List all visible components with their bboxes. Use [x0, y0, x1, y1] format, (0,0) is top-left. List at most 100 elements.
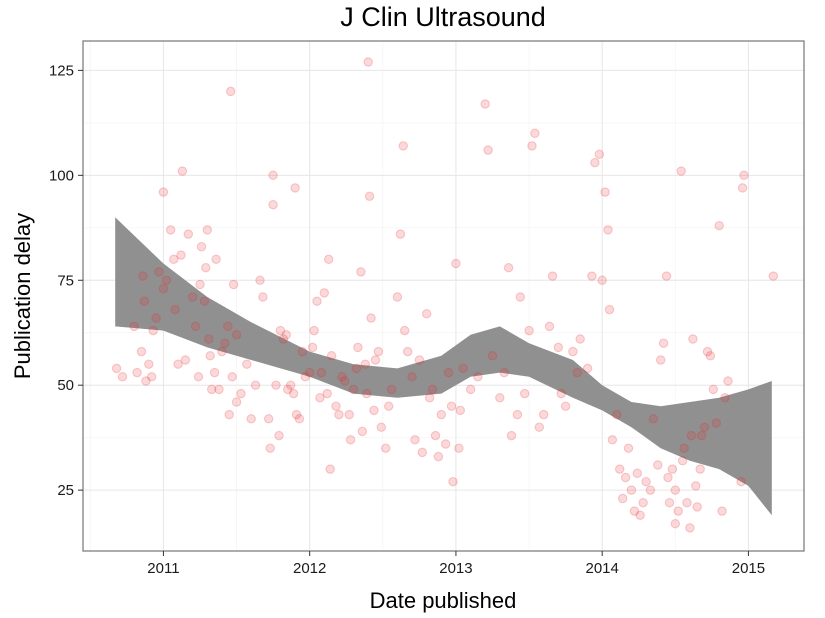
data-point — [661, 271, 672, 281]
data-point — [366, 313, 376, 323]
data-point — [268, 170, 278, 181]
data-point — [686, 430, 697, 441]
data-point — [667, 464, 678, 474]
data-point — [717, 506, 727, 516]
data-point — [177, 166, 188, 176]
data-point — [300, 372, 311, 382]
data-point — [250, 380, 261, 390]
data-point — [141, 376, 151, 386]
y-tick-label: 25 — [57, 482, 74, 499]
data-point — [255, 275, 265, 286]
data-point — [364, 191, 375, 202]
data-point — [607, 435, 618, 445]
data-point — [151, 313, 161, 323]
data-point — [626, 485, 637, 495]
data-point — [677, 456, 688, 466]
data-point — [322, 388, 332, 399]
data-point — [524, 325, 534, 336]
data-point — [138, 271, 148, 281]
data-point — [641, 476, 651, 487]
data-point — [340, 376, 350, 386]
data-point — [297, 346, 308, 357]
data-point — [211, 254, 221, 265]
data-point — [356, 267, 366, 277]
data-point — [446, 401, 457, 411]
data-point — [440, 439, 451, 449]
data-point — [291, 409, 302, 420]
data-point — [345, 435, 356, 445]
data-point — [443, 367, 454, 378]
data-point — [655, 355, 666, 365]
data-point — [357, 426, 368, 437]
data-point — [231, 330, 242, 340]
data-point — [433, 451, 444, 462]
data-point — [307, 342, 318, 353]
axes: 2011 2012 2013 2014 2015 25 50 75 100 125 — [49, 62, 765, 577]
data-point — [348, 384, 359, 395]
data-point — [572, 367, 583, 378]
data-point — [220, 338, 230, 348]
data-point — [373, 346, 384, 357]
data-point — [560, 401, 571, 411]
scatter-points — [111, 57, 779, 533]
data-point — [458, 363, 468, 374]
data-point — [380, 443, 391, 453]
data-point — [465, 384, 476, 395]
data-point — [399, 325, 410, 336]
data-point — [670, 518, 681, 529]
x-tick-label: 2015 — [732, 560, 765, 577]
data-point — [708, 384, 719, 395]
data-point — [154, 267, 164, 277]
data-point — [692, 502, 702, 512]
data-point — [553, 342, 564, 353]
data-point — [158, 187, 169, 197]
data-point — [487, 351, 498, 361]
data-point — [281, 330, 292, 340]
data-point — [604, 304, 615, 315]
data-point — [673, 506, 683, 516]
data-point — [483, 145, 493, 155]
data-point — [165, 225, 176, 235]
data-point — [480, 99, 490, 109]
data-point — [227, 372, 237, 382]
data-point — [224, 409, 234, 420]
data-point — [168, 254, 179, 265]
data-point — [676, 166, 686, 176]
data-point — [685, 523, 695, 533]
data-point — [512, 409, 523, 420]
data-point — [353, 342, 363, 353]
data-point — [473, 372, 483, 382]
data-point — [617, 493, 628, 504]
data-point — [209, 367, 220, 378]
data-point — [205, 351, 215, 361]
y-tick-label: 50 — [57, 377, 74, 394]
data-point — [136, 346, 147, 357]
data-point — [587, 271, 597, 281]
data-point — [344, 409, 354, 420]
data-point — [575, 334, 585, 344]
data-point — [645, 485, 656, 495]
data-point — [148, 325, 158, 336]
data-point — [312, 296, 322, 306]
data-point — [383, 401, 394, 411]
data-point — [309, 325, 319, 336]
data-point — [193, 372, 204, 382]
x-tick-label: 2012 — [293, 560, 326, 577]
x-axis-title: Date published — [370, 588, 517, 613]
data-point — [410, 435, 420, 445]
data-point — [386, 384, 397, 395]
data-point — [648, 414, 659, 424]
data-point — [699, 422, 710, 432]
data-point — [664, 497, 675, 508]
data-point — [547, 271, 558, 281]
data-point — [144, 359, 154, 369]
data-point — [323, 254, 334, 265]
data-point — [242, 359, 252, 369]
data-point — [146, 372, 157, 382]
data-point — [236, 388, 246, 399]
data-point — [351, 363, 362, 374]
data-point — [369, 405, 379, 416]
data-point — [632, 468, 643, 479]
data-point — [705, 351, 716, 361]
data-point — [711, 418, 722, 428]
